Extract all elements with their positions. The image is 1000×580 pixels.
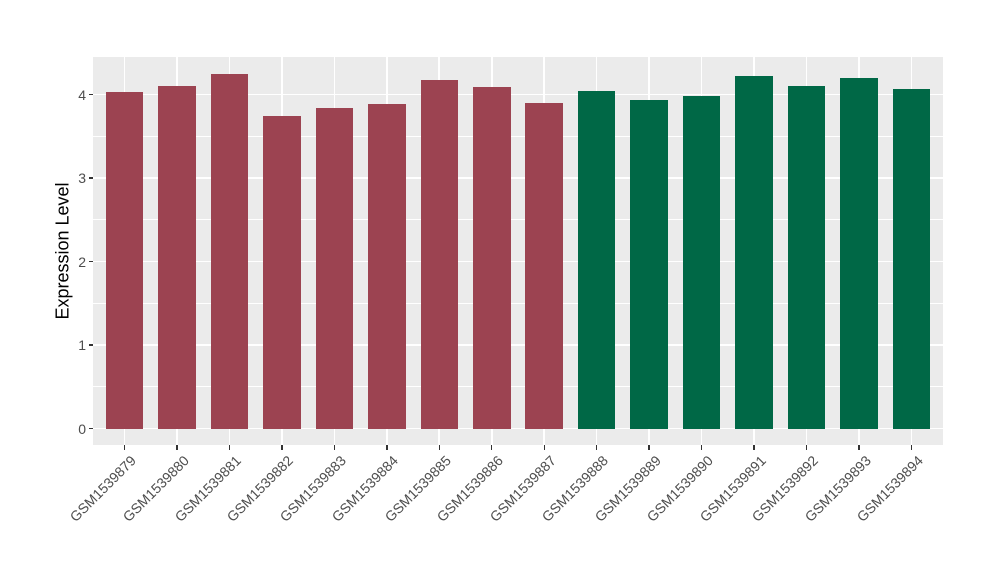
gridline-y-minor [93,302,943,304]
x-axis-tick-mark [753,445,755,450]
gridline-y-major [93,260,943,263]
y-axis-title: Expression Level [52,182,73,320]
x-axis-tick-mark [648,445,650,450]
bar-GSM1539893 [840,77,878,429]
y-axis-tick-mark [88,427,93,430]
y-axis-tick-mark [88,260,93,263]
x-axis-tick-mark [281,445,283,450]
x-axis-tick-mark [123,445,126,450]
x-axis-tick-mark [596,445,598,450]
y-tick-label: 4 [78,86,86,103]
y-tick-label: 2 [78,253,86,270]
gridline-y-minor [93,219,943,221]
gridline-y-minor [93,135,943,137]
x-axis-tick-mark [176,445,178,450]
x-axis-tick-mark [700,445,703,450]
plot-panel [93,57,943,445]
bar-GSM1539892 [787,86,826,429]
bar-GSM1539887 [525,102,563,429]
y-axis-tick-mark [88,344,93,346]
bar-GSM1539881 [210,73,249,429]
bar-GSM1539891 [735,76,773,429]
x-axis-tick-mark [858,445,860,450]
gridline-y-major [93,93,943,96]
y-axis-tick-mark [88,177,93,179]
x-axis-tick-mark [228,445,231,450]
bar-GSM1539884 [368,103,406,429]
gridline-y-major [93,177,943,179]
gridline-y-major [93,427,943,430]
bar-GSM1539890 [682,96,721,429]
y-tick-label: 0 [78,420,86,437]
gridline-y-minor [93,386,943,388]
bar-GSM1539894 [892,88,931,429]
y-axis-tick-mark [88,93,93,96]
x-axis-tick-mark [386,445,388,450]
gridline-y-major [93,344,943,346]
bar-GSM1539885 [420,80,459,429]
bar-GSM1539882 [263,116,301,429]
x-axis-tick-mark [491,445,493,450]
x-axis-tick-mark [805,445,808,450]
bar-GSM1539889 [630,100,668,429]
bar-GSM1539880 [158,86,196,429]
x-axis-tick-mark [910,445,913,450]
bar-GSM1539879 [105,92,144,429]
x-axis-tick-mark [438,445,440,450]
y-tick-label: 3 [78,170,86,186]
bar-GSM1539886 [473,87,511,429]
x-axis-tick-mark [333,445,336,450]
bar-GSM1539888 [577,91,616,429]
x-axis-tick-mark [543,445,545,450]
bar-GSM1539883 [315,107,354,429]
y-tick-label: 1 [78,337,86,353]
